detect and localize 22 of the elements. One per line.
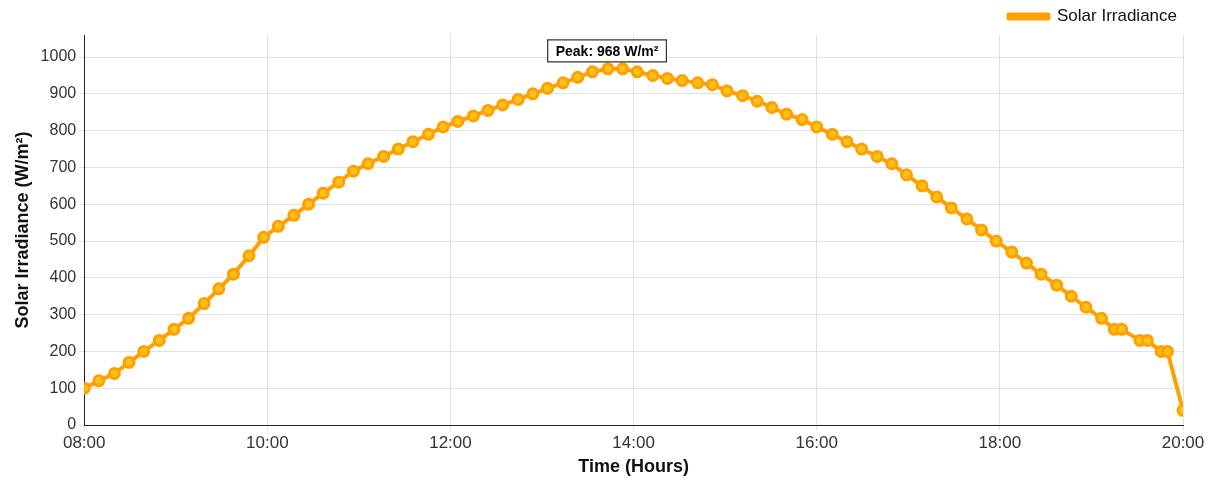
y-tick-label: 600: [49, 194, 77, 212]
x-axis-title: Time (Hours): [578, 456, 689, 477]
y-tick-label: 0: [67, 415, 77, 433]
x-tick-label: 20:00: [1161, 432, 1205, 452]
y-tick-label: 700: [49, 157, 77, 175]
x-tick-label: 08:00: [62, 432, 106, 452]
x-tick-label: 14:00: [612, 432, 655, 452]
y-tick-label: 100: [49, 378, 77, 396]
y-tick-label: 300: [49, 305, 77, 323]
y-tick-label: 500: [49, 231, 77, 249]
x-tick-label: 16:00: [795, 432, 838, 452]
x-tick-label: 10:00: [246, 432, 289, 452]
y-tick-label: 200: [49, 341, 77, 359]
y-tick-label: 400: [49, 268, 77, 286]
y-axis-title: Solar Irradiance (W/m²): [11, 131, 32, 329]
x-tick-label: 12:00: [429, 432, 472, 452]
y-tick-label: 800: [49, 121, 77, 139]
legend-label: Solar Irradiance: [1057, 6, 1178, 26]
y-tick-label: 1000: [40, 47, 77, 65]
y-tick-label: 900: [49, 84, 77, 102]
annotation: Peak: 968 W/m²: [555, 42, 659, 59]
x-tick-label: 18:00: [978, 432, 1022, 452]
